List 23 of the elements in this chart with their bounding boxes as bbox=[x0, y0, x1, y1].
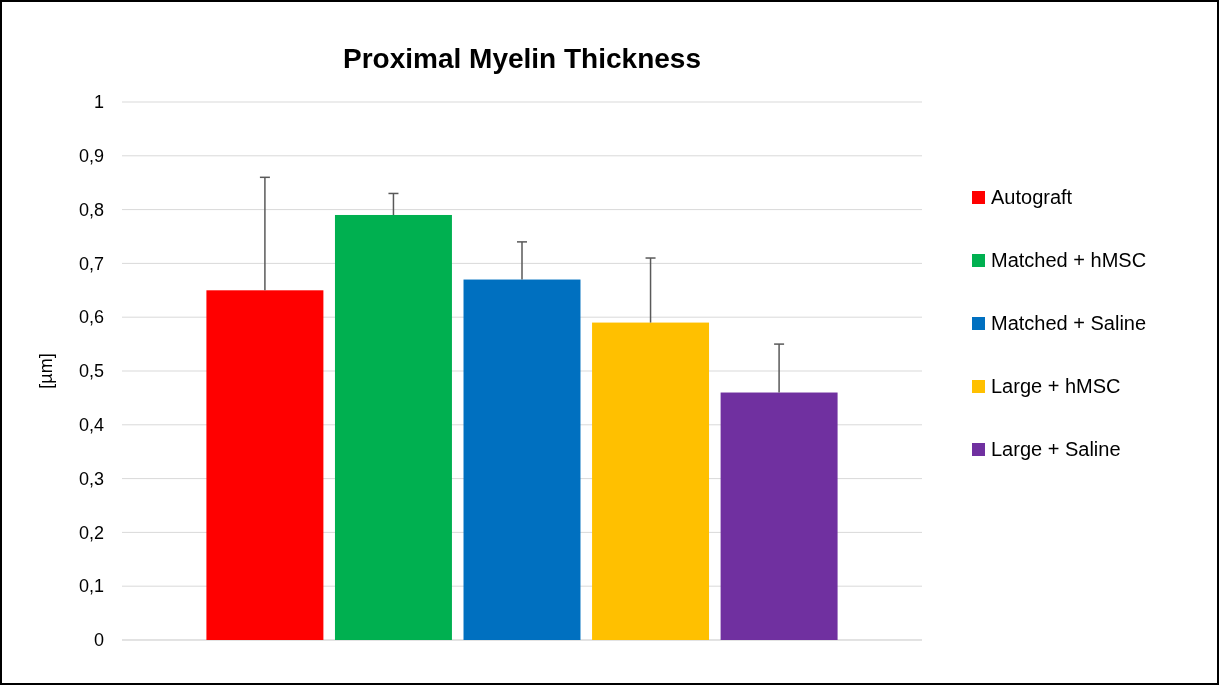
y-tick-label: 0,5 bbox=[78, 361, 104, 382]
legend-label: Autograft bbox=[991, 186, 1073, 208]
y-tick-label: 0,2 bbox=[78, 522, 104, 543]
y-tick-label: 1 bbox=[93, 92, 104, 113]
y-axis-title: [µm] bbox=[36, 353, 56, 389]
legend-label: Matched + hMSC bbox=[991, 249, 1147, 271]
y-tick-label: 0,7 bbox=[78, 253, 104, 274]
chart-title: Proximal Myelin Thickness bbox=[343, 43, 701, 74]
y-tick-label: 0 bbox=[93, 630, 104, 651]
bar bbox=[334, 214, 452, 640]
y-tick-label: 0,3 bbox=[78, 468, 104, 489]
bar bbox=[720, 392, 838, 640]
legend-label: Large + Saline bbox=[991, 438, 1121, 460]
y-tick-label: 0,9 bbox=[78, 146, 104, 167]
bar bbox=[592, 322, 710, 640]
y-tick-label: 0,6 bbox=[78, 307, 104, 328]
legend-label: Matched + Saline bbox=[991, 312, 1147, 334]
y-tick-label: 0,1 bbox=[78, 576, 104, 597]
bar bbox=[463, 279, 581, 640]
y-tick-label: 0,8 bbox=[78, 199, 104, 220]
bar bbox=[206, 290, 324, 640]
y-tick-label: 0,4 bbox=[78, 415, 104, 436]
legend-label: Large + hMSC bbox=[991, 375, 1121, 397]
